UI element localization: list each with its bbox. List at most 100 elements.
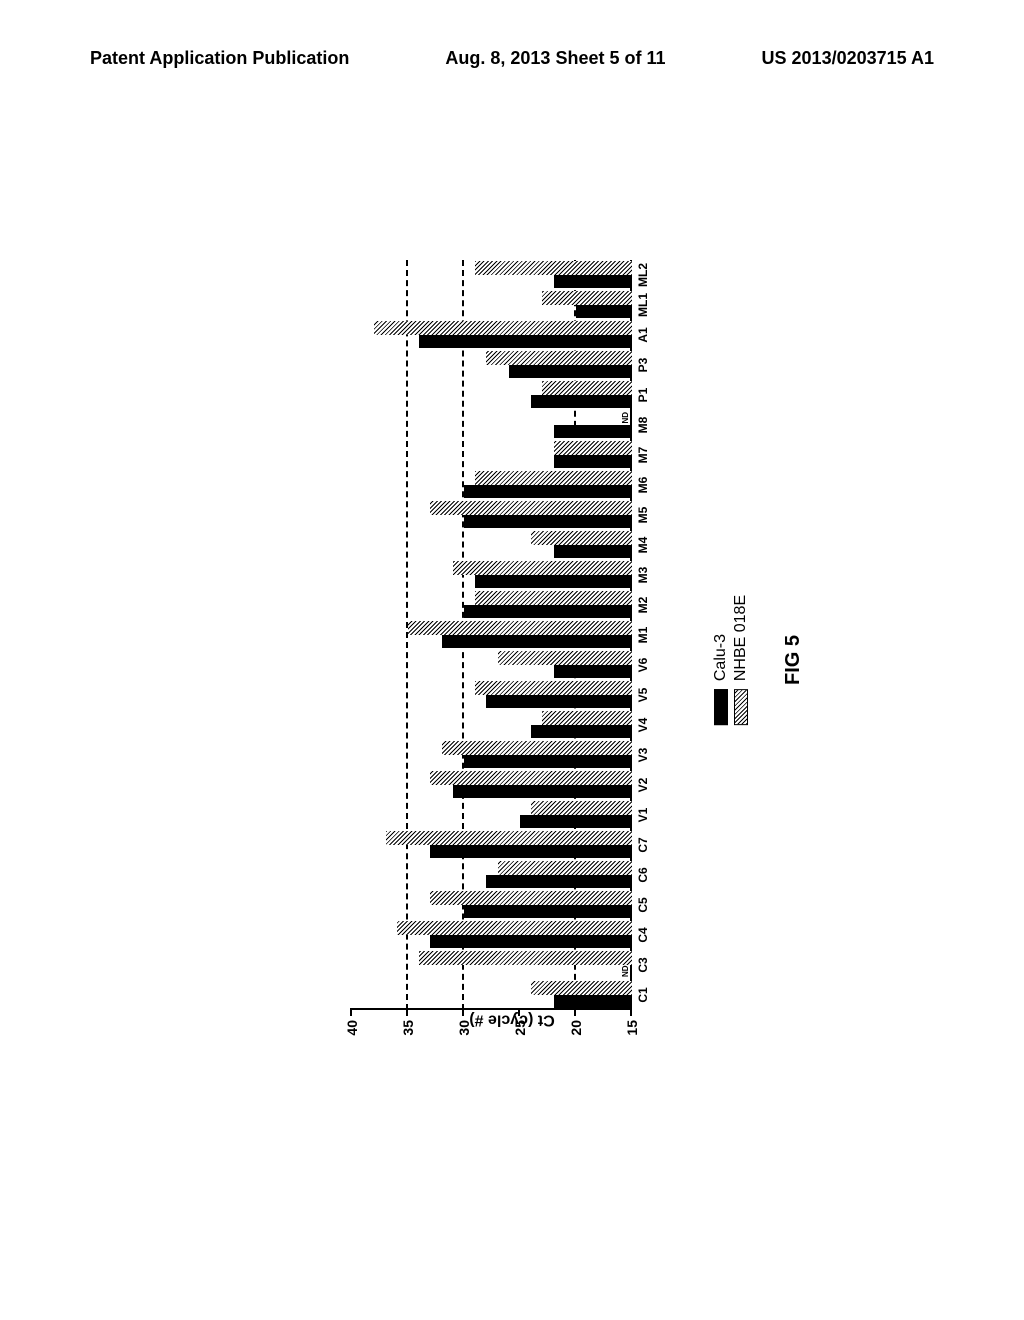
x-category-label: V6 — [632, 658, 650, 673]
header-center: Aug. 8, 2013 Sheet 5 of 11 — [445, 48, 665, 69]
calu-bar — [554, 995, 632, 1009]
calu-swatch — [714, 689, 728, 725]
calu-bar — [554, 275, 632, 289]
x-category-label: M3 — [632, 567, 650, 584]
nhbe-bar — [397, 922, 632, 936]
nhbe-bar — [498, 652, 632, 666]
figure-label: FIG 5 — [782, 635, 805, 685]
calu-bar — [554, 425, 632, 439]
nhbe-bar — [542, 292, 632, 306]
bar-group: M4 — [352, 530, 632, 560]
bar-group: M3 — [352, 560, 632, 590]
plot-area: C1NDC3C4C5C6C7V1V2V3V4V5V6M1M2M3M4M5M6M7… — [352, 260, 632, 1010]
bar-group: ML1 — [352, 290, 632, 320]
ct-bar-chart: Ct (cycle #) 152025303540 C1NDC3C4C5C6C7… — [342, 250, 682, 1070]
calu-bar — [554, 455, 632, 469]
x-category-label: A1 — [632, 327, 650, 342]
bar-group: C7 — [352, 830, 632, 860]
bar-group: M7 — [352, 440, 632, 470]
nhbe-bar — [430, 502, 632, 516]
calu-bar — [464, 605, 632, 619]
calu-bar — [486, 695, 632, 709]
x-category-label: C4 — [632, 927, 650, 942]
bar-group: P1 — [352, 380, 632, 410]
bar-group: A1 — [352, 320, 632, 350]
nhbe-bar — [531, 802, 632, 816]
calu-bar — [419, 335, 632, 349]
nhbe-bar — [475, 592, 632, 606]
nhbe-bar — [498, 862, 632, 876]
y-tick-label: 20 — [568, 1008, 584, 1036]
calu-bar — [531, 725, 632, 739]
nhbe-bar — [419, 952, 632, 966]
nhbe-swatch — [734, 689, 748, 725]
calu-bar — [464, 755, 632, 769]
x-category-label: V2 — [632, 778, 650, 793]
bar-group: V2 — [352, 770, 632, 800]
bar-group: ML2 — [352, 260, 632, 290]
x-category-label: M8 — [632, 417, 650, 434]
legend-label: Calu-3 — [712, 634, 730, 681]
x-category-label: V5 — [632, 688, 650, 703]
bar-group: P3 — [352, 350, 632, 380]
bar-group: V4 — [352, 710, 632, 740]
y-tick-label: 30 — [456, 1008, 472, 1036]
y-tick-label: 15 — [624, 1008, 640, 1036]
nhbe-bar — [531, 532, 632, 546]
bar-group: V6 — [352, 650, 632, 680]
calu-bar — [486, 875, 632, 889]
calu-bar — [464, 515, 632, 529]
bar-group: V5 — [352, 680, 632, 710]
calu-bar — [520, 815, 632, 829]
calu-bar — [464, 485, 632, 499]
legend-row: NHBE 018E — [732, 595, 750, 725]
bar-group: V3 — [352, 740, 632, 770]
nhbe-bar — [475, 472, 632, 486]
bar-group: C4 — [352, 920, 632, 950]
x-category-label: M1 — [632, 627, 650, 644]
nhbe-bar — [554, 442, 632, 456]
nhbe-bar — [542, 382, 632, 396]
nhbe-bar — [386, 832, 632, 846]
bar-group: NDM8 — [352, 410, 632, 440]
x-category-label: M5 — [632, 507, 650, 524]
x-category-label: M4 — [632, 537, 650, 554]
x-category-label: P3 — [632, 358, 650, 373]
calu-bar — [453, 785, 632, 799]
x-category-label: ML2 — [632, 263, 650, 287]
calu-bar — [475, 575, 632, 589]
nhbe-bar — [374, 322, 632, 336]
nhbe-bar — [542, 712, 632, 726]
calu-bar — [531, 395, 632, 409]
nhbe-bar — [475, 262, 632, 276]
page-header: Patent Application Publication Aug. 8, 2… — [0, 48, 1024, 69]
x-category-label: V1 — [632, 808, 650, 823]
x-category-label: M6 — [632, 477, 650, 494]
calu-bar — [576, 305, 632, 319]
bar-group: M5 — [352, 500, 632, 530]
nhbe-bar — [442, 742, 632, 756]
y-tick-label: 35 — [400, 1008, 416, 1036]
header-right: US 2013/0203715 A1 — [762, 48, 934, 69]
x-category-label: C7 — [632, 837, 650, 852]
rotated-chart-wrapper: Ct (cycle #) 152025303540 C1NDC3C4C5C6C7… — [342, 250, 682, 1070]
nd-label: ND — [621, 965, 630, 977]
calu-bar — [442, 635, 632, 649]
calu-bar — [464, 905, 632, 919]
bar-group: C5 — [352, 890, 632, 920]
x-category-label: P1 — [632, 388, 650, 403]
chart-legend: Calu-3 NHBE 018E — [712, 595, 750, 725]
bar-group: V1 — [352, 800, 632, 830]
x-category-label: M2 — [632, 597, 650, 614]
bar-group: M1 — [352, 620, 632, 650]
bar-group: M2 — [352, 590, 632, 620]
bar-group: C6 — [352, 860, 632, 890]
x-category-label: C3 — [632, 957, 650, 972]
x-category-label: ML1 — [632, 293, 650, 317]
x-category-label: C5 — [632, 897, 650, 912]
calu-bar — [554, 545, 632, 559]
nhbe-bar — [531, 982, 632, 996]
calu-bar — [430, 845, 632, 859]
x-category-label: M7 — [632, 447, 650, 464]
x-category-label: V4 — [632, 718, 650, 733]
